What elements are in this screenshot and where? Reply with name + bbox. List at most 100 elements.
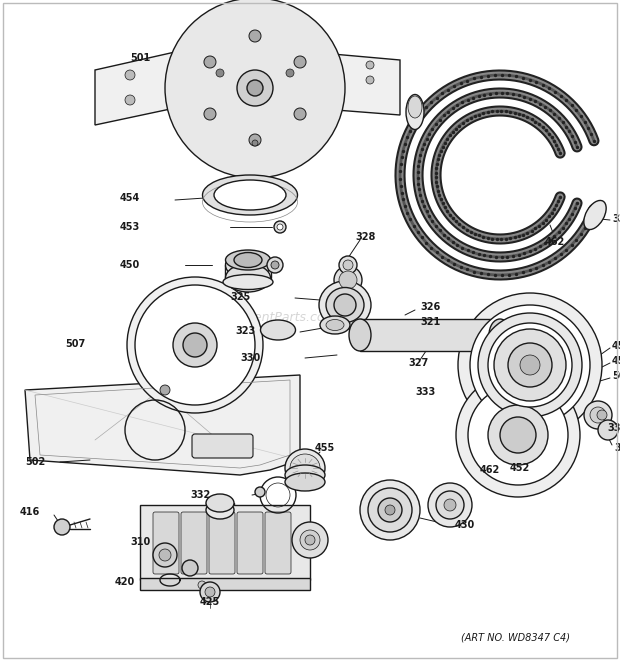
Point [538, 122, 547, 132]
Point [417, 108, 427, 118]
Circle shape [204, 108, 216, 120]
Point [448, 213, 458, 223]
Circle shape [252, 140, 258, 146]
Point [525, 265, 535, 276]
Point [555, 148, 565, 159]
Point [556, 249, 566, 260]
Text: 451: 451 [612, 356, 620, 366]
Point [456, 262, 466, 272]
Ellipse shape [203, 175, 298, 215]
Ellipse shape [326, 288, 364, 323]
Point [414, 178, 423, 189]
Text: 505: 505 [612, 371, 620, 381]
Point [497, 69, 507, 80]
Point [525, 93, 535, 104]
Point [458, 222, 468, 233]
Ellipse shape [285, 449, 325, 487]
Point [570, 203, 580, 214]
Point [567, 100, 577, 110]
Point [456, 78, 466, 89]
Circle shape [274, 221, 286, 233]
Polygon shape [140, 578, 310, 590]
Point [424, 128, 434, 139]
Text: 327: 327 [408, 358, 428, 368]
Point [415, 149, 425, 160]
Point [572, 235, 582, 245]
Point [417, 144, 427, 155]
Point [518, 110, 528, 121]
Text: 325: 325 [230, 292, 250, 302]
Point [442, 206, 452, 216]
Circle shape [598, 420, 618, 440]
Point [431, 221, 441, 231]
Point [554, 112, 564, 123]
Text: 454: 454 [120, 193, 140, 203]
Point [541, 101, 551, 112]
Point [564, 214, 574, 224]
Point [572, 141, 582, 152]
Ellipse shape [334, 294, 356, 316]
Point [514, 108, 524, 119]
Point [576, 229, 586, 239]
Point [505, 106, 515, 117]
Point [396, 180, 405, 191]
Point [492, 233, 502, 244]
Text: 310: 310 [130, 537, 150, 547]
Circle shape [54, 519, 70, 535]
Circle shape [200, 582, 220, 602]
Circle shape [165, 0, 345, 178]
Text: 462: 462 [545, 237, 565, 247]
Text: 425: 425 [200, 597, 220, 607]
Point [470, 111, 480, 122]
Point [497, 234, 507, 245]
Point [483, 233, 493, 243]
Point [437, 251, 447, 262]
Ellipse shape [481, 342, 519, 387]
Polygon shape [165, 88, 350, 96]
Circle shape [468, 385, 568, 485]
Point [556, 91, 566, 101]
Ellipse shape [214, 180, 286, 210]
FancyBboxPatch shape [181, 512, 207, 574]
Point [547, 208, 557, 218]
Point [412, 113, 422, 124]
Point [583, 122, 593, 133]
Circle shape [488, 405, 548, 465]
Point [544, 128, 554, 139]
Point [531, 263, 541, 274]
Point [436, 194, 446, 204]
Point [466, 227, 476, 237]
Circle shape [385, 505, 395, 515]
Point [409, 119, 419, 130]
Point [538, 79, 548, 90]
Circle shape [135, 285, 255, 405]
Circle shape [249, 30, 261, 42]
Circle shape [160, 385, 170, 395]
Point [534, 119, 544, 130]
Point [413, 173, 423, 183]
Point [414, 161, 423, 172]
Circle shape [247, 80, 263, 96]
Point [552, 139, 562, 150]
Point [530, 244, 540, 254]
Text: 321: 321 [614, 443, 620, 453]
Point [561, 121, 571, 132]
Point [567, 239, 577, 250]
Text: 450: 450 [120, 260, 140, 270]
Point [511, 268, 521, 279]
Point [479, 251, 489, 261]
Text: 452: 452 [510, 463, 530, 473]
Point [443, 233, 453, 244]
Point [490, 70, 500, 81]
Text: 420: 420 [115, 577, 135, 587]
Point [431, 172, 441, 182]
Point [405, 126, 415, 136]
Point [526, 114, 536, 124]
Point [474, 249, 484, 260]
FancyBboxPatch shape [192, 434, 253, 458]
Point [462, 225, 472, 235]
Point [450, 81, 459, 91]
Ellipse shape [408, 96, 422, 118]
Point [538, 217, 547, 228]
Circle shape [339, 256, 357, 274]
